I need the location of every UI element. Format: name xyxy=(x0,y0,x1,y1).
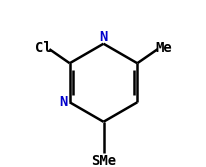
Text: Cl: Cl xyxy=(35,41,51,55)
Text: SMe: SMe xyxy=(90,154,116,167)
Text: N: N xyxy=(59,95,67,109)
Text: Me: Me xyxy=(155,41,171,55)
Text: N: N xyxy=(99,30,107,44)
